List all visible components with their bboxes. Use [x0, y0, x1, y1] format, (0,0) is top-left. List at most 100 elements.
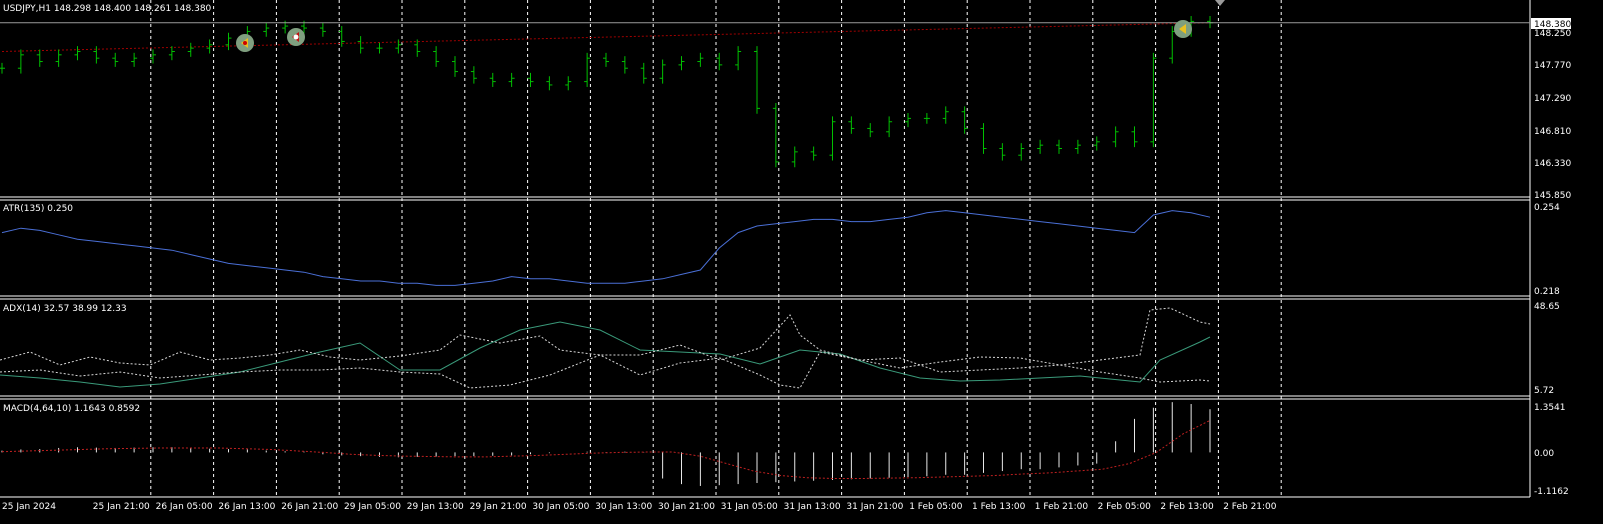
moving-average-line: [1, 22, 1211, 52]
price-bar: [489, 72, 496, 87]
price-bar: [1150, 52, 1157, 148]
price-bar: [131, 52, 138, 67]
macd-tick: 0.00: [1534, 449, 1554, 459]
time-axis: 25 Jan 2024 25 Jan 21:00 26 Jan 05:00 26 Ja…: [2, 502, 1277, 512]
price-bar: [640, 62, 647, 84]
time-label: 29 Jan 05:00: [344, 502, 401, 512]
price-tick: 147.770: [1534, 61, 1571, 71]
atr-tick: 0.254: [1534, 203, 1560, 213]
price-bar: [584, 52, 591, 87]
price-bar: [1131, 126, 1138, 148]
macd-pane[interactable]: MACD(4,64,10) 1.1643 0.8592 1.3541 0.00 …: [1, 402, 1569, 497]
price-bar: [980, 123, 987, 154]
macd-signal-line: [1, 419, 1211, 479]
price-bar: [470, 66, 477, 84]
macd-pane-title: MACD(4,64,10) 1.1643 0.8592: [3, 404, 140, 414]
price-bar: [74, 46, 81, 61]
price-bar: [1074, 139, 1081, 154]
atr-tick: 0.218: [1534, 287, 1560, 297]
time-label: 2 Feb 21:00: [1223, 502, 1277, 512]
price-bar: [433, 46, 440, 67]
time-label: 29 Jan 13:00: [407, 502, 464, 512]
pane-separators: [0, 0, 1531, 498]
price-bar: [961, 106, 968, 134]
price-bar: [923, 113, 930, 124]
price-bar: [93, 46, 100, 64]
price-bar: [754, 46, 760, 114]
adx-minus-di-line: [0, 351, 1211, 389]
atr-pane-title: ATR(135) 0.250: [3, 204, 73, 214]
atr-pane[interactable]: ATR(135) 0.250 0.254 0.218: [1, 203, 1560, 297]
price-bar: [36, 49, 43, 67]
time-label: 26 Jan 05:00: [156, 502, 213, 512]
price-bars: [0, 16, 1213, 168]
price-bar: [791, 146, 798, 168]
time-label: 31 Jan 13:00: [784, 502, 841, 512]
time-label: 30 Jan 13:00: [595, 502, 652, 512]
price-bar: [206, 39, 213, 54]
time-label: 26 Jan 13:00: [218, 502, 275, 512]
price-bar: [357, 36, 364, 54]
price-bar: [17, 49, 24, 74]
price-axis: 148.250 147.770 147.290 146.810 146.330 …: [1531, 18, 1571, 201]
trade-marker-1[interactable]: [236, 34, 254, 52]
price-bar: [546, 76, 553, 91]
price-bar: [263, 22, 270, 37]
trade-marker-3[interactable]: [1174, 20, 1192, 38]
price-tick: 148.250: [1534, 29, 1571, 39]
price-bar: [112, 52, 119, 67]
price-bar: [810, 146, 817, 161]
price-bar: [527, 72, 534, 87]
adx-pane-title: ADX(14) 32.57 38.99 12.33: [3, 304, 127, 314]
adx-pane[interactable]: ADX(14) 32.57 38.99 12.33 48.65 5.72: [0, 302, 1560, 396]
current-price-label: 148.380: [1534, 20, 1571, 30]
price-bar: [621, 56, 628, 74]
price-tick: 146.330: [1534, 159, 1571, 169]
time-label: 25 Jan 2024: [2, 502, 56, 512]
time-label: 31 Jan 05:00: [721, 502, 778, 512]
price-bar: [225, 32, 232, 51]
price-bar: [1037, 139, 1044, 154]
price-bar: [376, 42, 383, 54]
price-bar: [848, 116, 855, 134]
price-bar: [1112, 126, 1119, 148]
price-bar: [508, 72, 515, 87]
price-bar: [735, 46, 742, 71]
price-tick: 146.810: [1534, 127, 1571, 137]
price-bar: [1018, 143, 1025, 161]
time-label: 1 Feb 05:00: [909, 502, 963, 512]
price-bar: [999, 143, 1006, 161]
main-price-pane[interactable]: USDJPY,H1 148.298 148.400 148.261 148.38…: [0, 0, 1530, 168]
price-bar: [338, 26, 345, 47]
price-bar: [603, 52, 609, 67]
price-bar: [905, 113, 911, 128]
main-pane-title: USDJPY,H1 148.298 148.400 148.261 148.38…: [3, 4, 212, 14]
atr-line: [1, 210, 1211, 286]
vertical-grid: [150, 0, 1282, 497]
time-label: 29 Jan 21:00: [470, 502, 527, 512]
time-label: 1 Feb 13:00: [972, 502, 1026, 512]
price-bar: [187, 42, 194, 57]
price-bar: [168, 46, 175, 61]
price-bar: [395, 39, 402, 54]
price-bar: [886, 116, 893, 138]
time-label: 25 Jan 21:00: [93, 502, 150, 512]
time-label: 30 Jan 21:00: [658, 502, 715, 512]
price-bar: [0, 62, 5, 74]
price-bar: [565, 76, 572, 91]
shift-arrow-icon[interactable]: [1215, 0, 1225, 6]
adx-tick: 48.65: [1534, 302, 1560, 312]
time-label: 31 Jan 21:00: [846, 502, 903, 512]
adx-tick: 5.72: [1534, 386, 1554, 396]
trade-marker-2[interactable]: [287, 28, 305, 46]
current-price-badge: 148.380: [1531, 18, 1571, 30]
macd-tick: 1.3541: [1534, 403, 1566, 413]
price-tick: 147.290: [1534, 94, 1571, 104]
price-bar: [772, 103, 779, 168]
time-label: 30 Jan 05:00: [532, 502, 589, 512]
macd-tick: -1.1162: [1534, 487, 1569, 497]
time-label: 26 Jan 21:00: [281, 502, 338, 512]
time-label: 2 Feb 13:00: [1160, 502, 1214, 512]
